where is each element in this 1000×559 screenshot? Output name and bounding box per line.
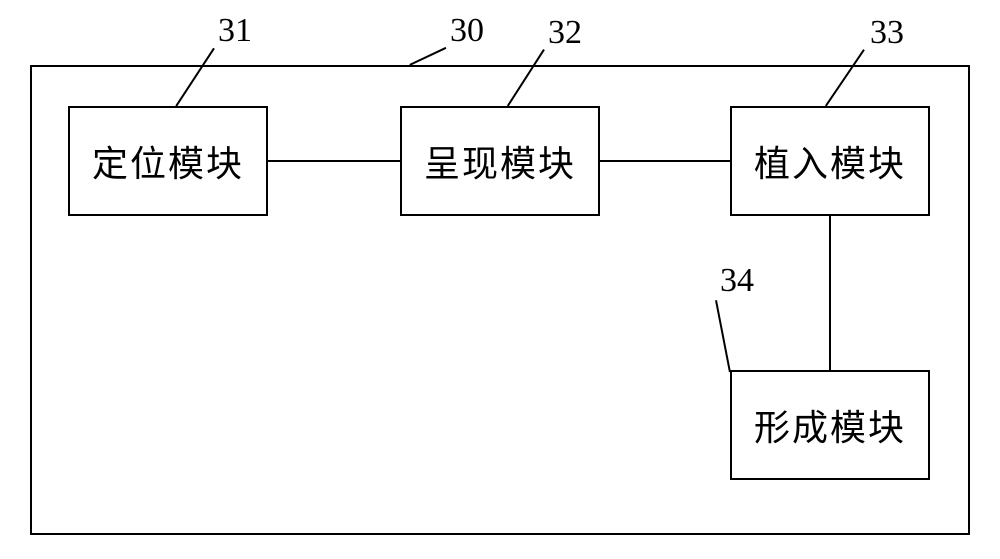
ref-label-31: 31 xyxy=(218,12,252,50)
ref-label-33: 33 xyxy=(870,14,904,52)
ref-label-34: 34 xyxy=(720,262,754,300)
edge-n32-n33 xyxy=(600,160,730,162)
edge-n33-n34 xyxy=(829,216,831,370)
node-label-n33: 植入模块 xyxy=(754,135,906,187)
ref-label-32: 32 xyxy=(548,14,582,52)
node-n31: 定位模块 xyxy=(68,106,268,216)
node-n32: 呈现模块 xyxy=(400,106,600,216)
node-n34: 形成模块 xyxy=(730,370,930,480)
node-label-n34: 形成模块 xyxy=(754,399,906,451)
ref-label-30: 30 xyxy=(450,12,484,50)
leader-30 xyxy=(410,47,447,66)
edge-n31-n32 xyxy=(268,160,400,162)
node-label-n31: 定位模块 xyxy=(92,135,244,187)
node-label-n32: 呈现模块 xyxy=(424,135,576,187)
node-n33: 植入模块 xyxy=(730,106,930,216)
